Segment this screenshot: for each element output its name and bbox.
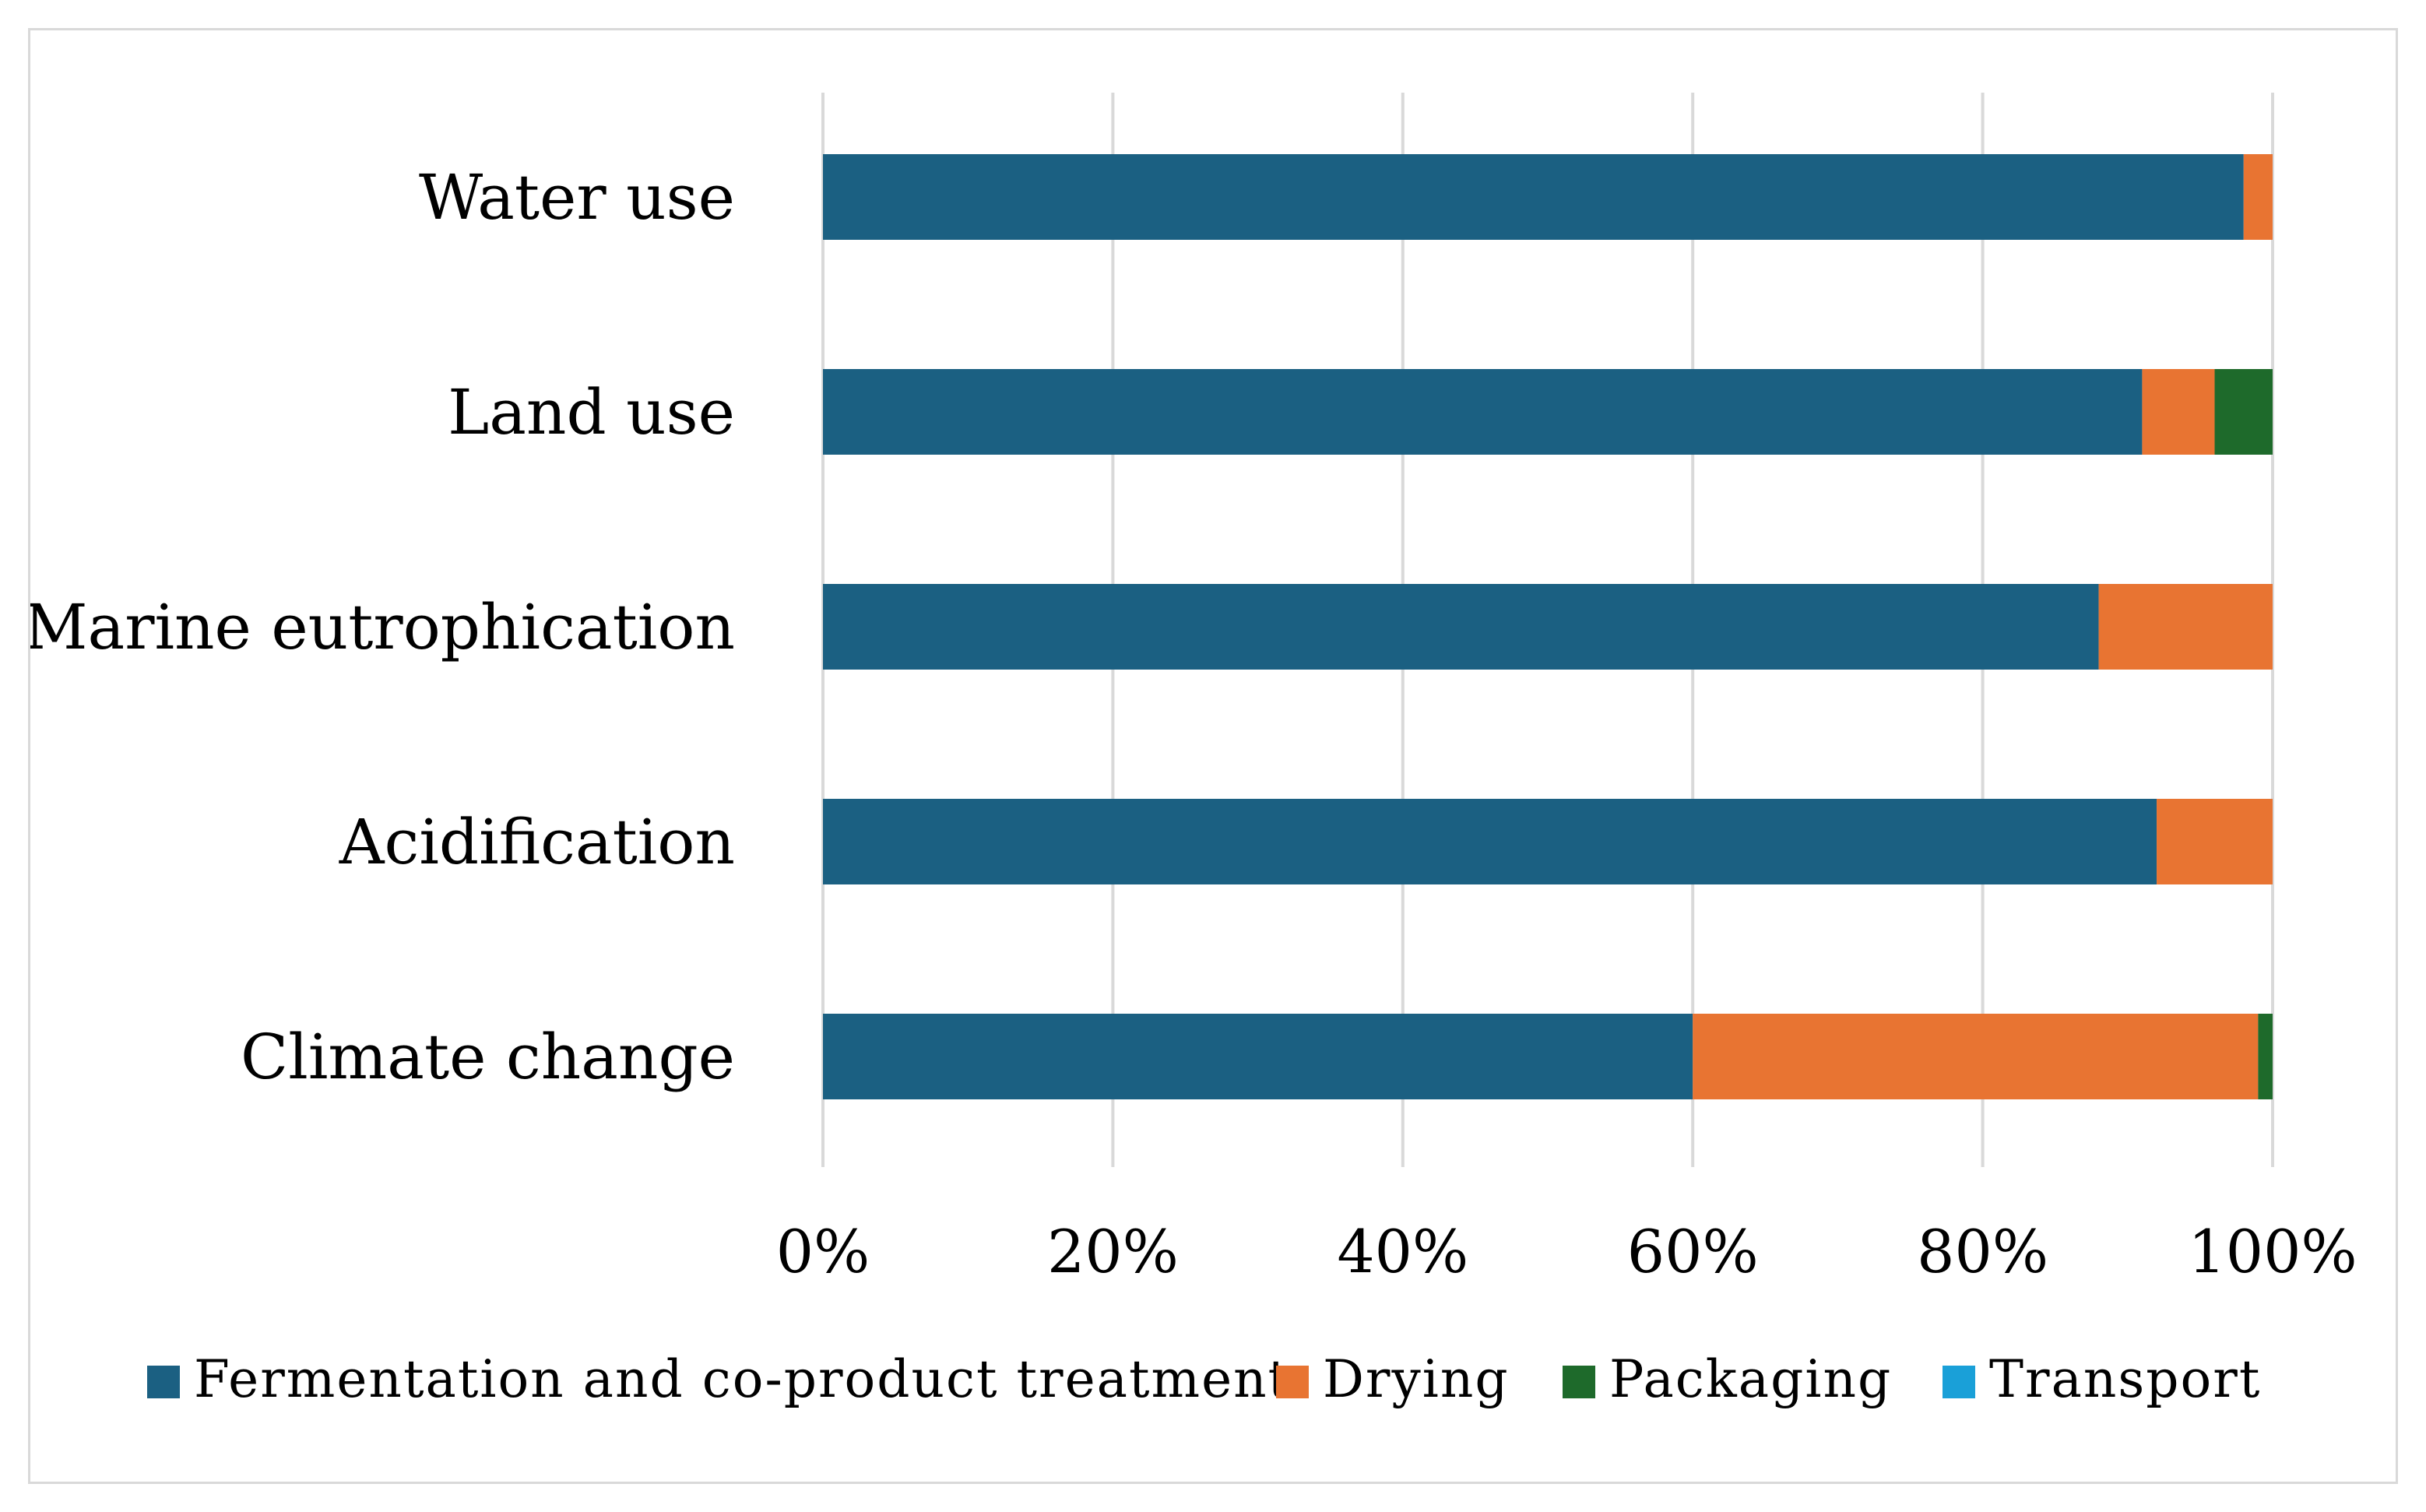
category-labels: Water use Land use Marine eutrophication Ac… [30, 161, 735, 1093]
legend-swatch-transport [1943, 1366, 1975, 1398]
category-label-land-use: Land use [448, 376, 735, 448]
bar-fermentation-and-co-product-treatment-marine-eutrophication [823, 584, 2099, 670]
bar-drying-climate-change [1693, 1014, 2259, 1099]
category-label-acidification: Acidification [339, 806, 735, 878]
legend-label-transport: Transport [1989, 1349, 2261, 1409]
legend-label-fermentation-and-co-product-treatment: Fermentation and co-product treatment [194, 1349, 1290, 1409]
bar-fermentation-and-co-product-treatment-climate-change [823, 1014, 1693, 1099]
bar-packaging-climate-change [2258, 1014, 2273, 1099]
category-label-marine-eutrophication: Marine eutrophication [30, 591, 735, 663]
legend-swatch-packaging [1563, 1366, 1595, 1398]
stacked-bar-chart: Water use Land use Marine eutrophication Ac… [30, 93, 2357, 1409]
bar-drying-land-use [2142, 369, 2215, 455]
bar-fermentation-and-co-product-treatment-acidification [823, 799, 2157, 884]
legend: Fermentation and co-product treatment Dry… [147, 1349, 2261, 1409]
bar-drying-marine-eutrophication [2098, 584, 2273, 670]
bar-fermentation-and-co-product-treatment-land-use [823, 369, 2143, 455]
x-tick-label: 0% [776, 1217, 870, 1286]
bars [823, 154, 2273, 1099]
legend-swatch-fermentation-and-co-product-treatment [147, 1366, 180, 1398]
x-tick-label: 100% [2188, 1217, 2357, 1286]
x-tick-label: 60% [1627, 1217, 1759, 1286]
x-tick-labels: 0% 20% 40% 60% 80% 100% [776, 1217, 2357, 1286]
x-tick-label: 80% [1917, 1217, 2048, 1286]
x-tick-label: 20% [1047, 1217, 1179, 1286]
x-tick-label: 40% [1337, 1217, 1468, 1286]
legend-label-drying: Drying [1323, 1349, 1510, 1409]
bar-drying-acidification [2157, 799, 2273, 884]
bar-fermentation-and-co-product-treatment-water-use [823, 154, 2244, 240]
chart-frame: Water use Land use Marine eutrophication Ac… [28, 28, 2398, 1484]
bar-packaging-land-use [2214, 369, 2273, 455]
category-label-water-use: Water use [419, 161, 735, 234]
legend-swatch-drying [1276, 1366, 1309, 1398]
category-label-climate-change: Climate change [241, 1021, 735, 1093]
bar-drying-water-use [2243, 154, 2273, 240]
legend-label-packaging: Packaging [1609, 1349, 1892, 1409]
